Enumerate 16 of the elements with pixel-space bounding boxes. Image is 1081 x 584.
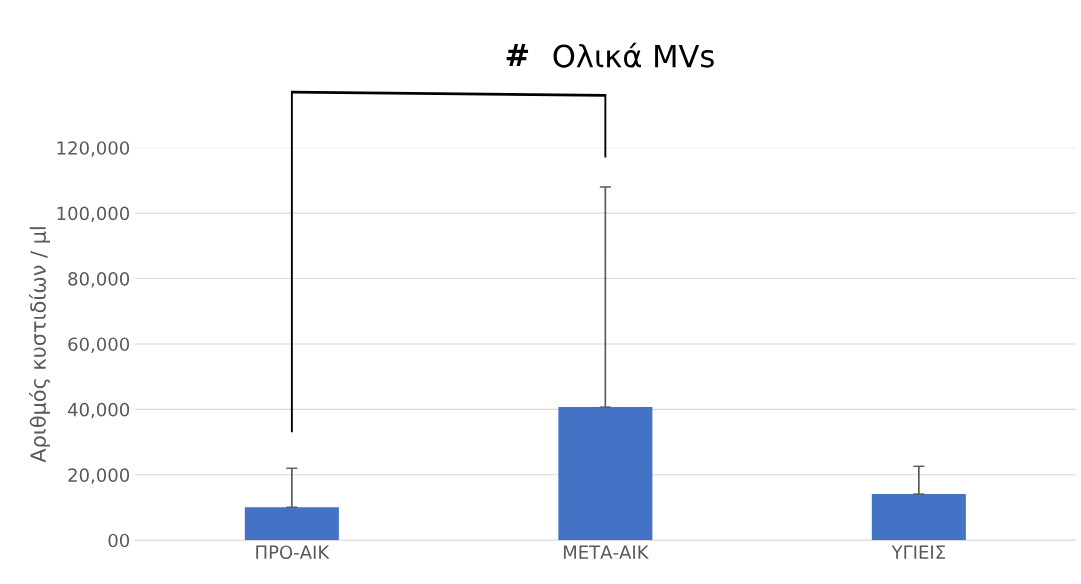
y-tick-label: 40,000: [67, 402, 130, 419]
y-tick-label: 60,000: [68, 337, 130, 353]
y-tick-label: 120,000: [57, 141, 130, 157]
y-axis-title: Αριθμός κυστιδίων / μl: [29, 227, 51, 463]
x-tick-label: ΥΓΙΕΙΣ: [891, 545, 945, 559]
chart-title: Ολικά MVs: [553, 42, 714, 68]
y-tick-label: 80,000: [68, 272, 130, 288]
x-tick-label: ΜΕΤΑ-ΑΙΚ: [563, 545, 649, 559]
y-tick-label: 00: [108, 533, 130, 548]
y-tick-label: 20,000: [68, 468, 130, 484]
text: #: [506, 43, 529, 66]
bar: [244, 507, 339, 541]
bar: [558, 407, 653, 541]
x-tick-label: ΠΡΟ-ΑΙΚ: [256, 545, 330, 560]
bar: [871, 494, 966, 541]
y-tick-label: 100,000: [57, 206, 130, 223]
